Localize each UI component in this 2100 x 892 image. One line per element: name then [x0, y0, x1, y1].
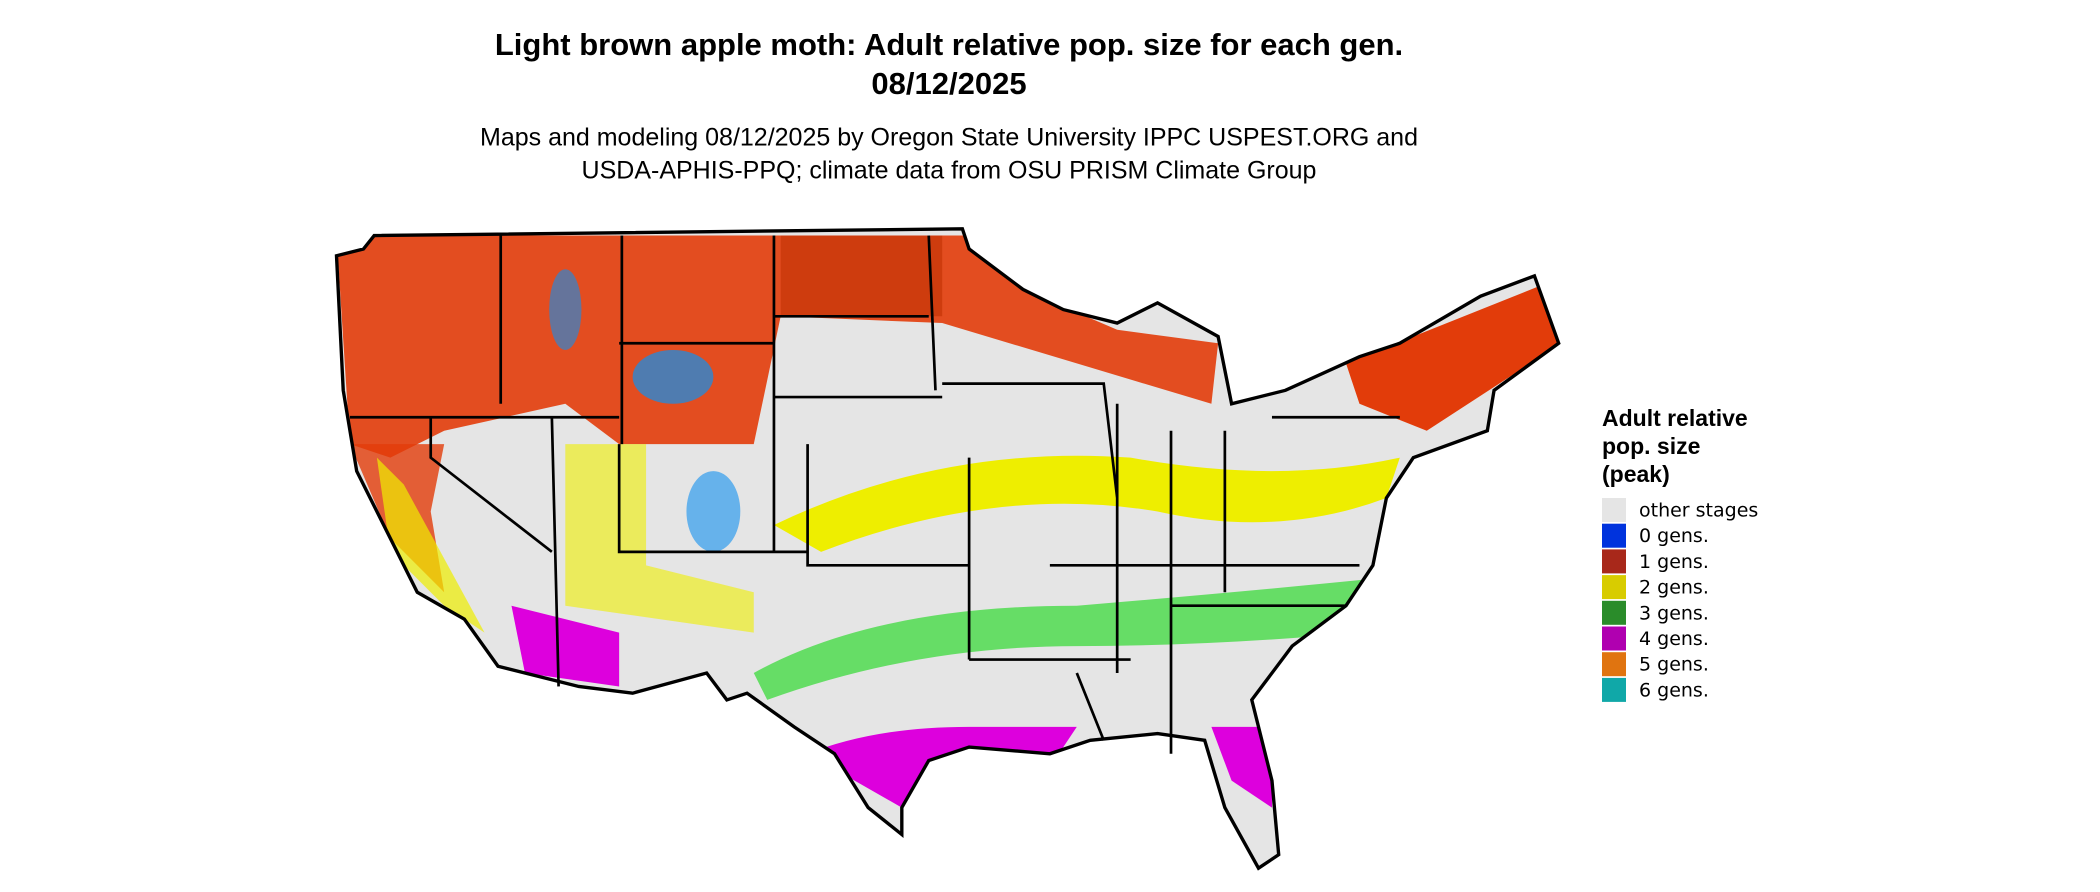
- legend-swatch: [1602, 498, 1626, 522]
- legend-swatch: [1602, 523, 1626, 548]
- legend-label: 6 gens.: [1639, 679, 1709, 701]
- title-date: 08/12/2025: [871, 66, 1026, 101]
- legend-swatch: [1602, 626, 1626, 651]
- us-map: [334, 227, 1561, 870]
- legend-label: 0 gens.: [1639, 525, 1709, 547]
- legend-swatch: [1602, 549, 1626, 574]
- legend-swatch: [1602, 600, 1626, 625]
- legend-label: 3 gens.: [1639, 602, 1709, 624]
- legend-label: 5 gens.: [1639, 654, 1709, 676]
- legend-label: other stages: [1639, 500, 1758, 522]
- subtitle: USDA-APHIS-PPQ; climate data from OSU PR…: [582, 157, 1317, 185]
- legend-swatch: [1602, 652, 1626, 677]
- subtitle: Maps and modeling 08/12/2025 by Oregon S…: [480, 124, 1418, 152]
- legend-title: Adult relative: [1602, 405, 1748, 431]
- legend-label: 1 gens.: [1639, 551, 1709, 573]
- legend-title: (peak): [1602, 461, 1670, 487]
- legend-swatch: [1602, 575, 1626, 600]
- title: Light brown apple moth: Adult relative p…: [495, 27, 1403, 62]
- legend-label: 4 gens.: [1639, 628, 1709, 650]
- legend-swatch: [1602, 677, 1626, 702]
- legend-label: 2 gens.: [1639, 577, 1709, 599]
- legend-title: pop. size: [1602, 433, 1700, 459]
